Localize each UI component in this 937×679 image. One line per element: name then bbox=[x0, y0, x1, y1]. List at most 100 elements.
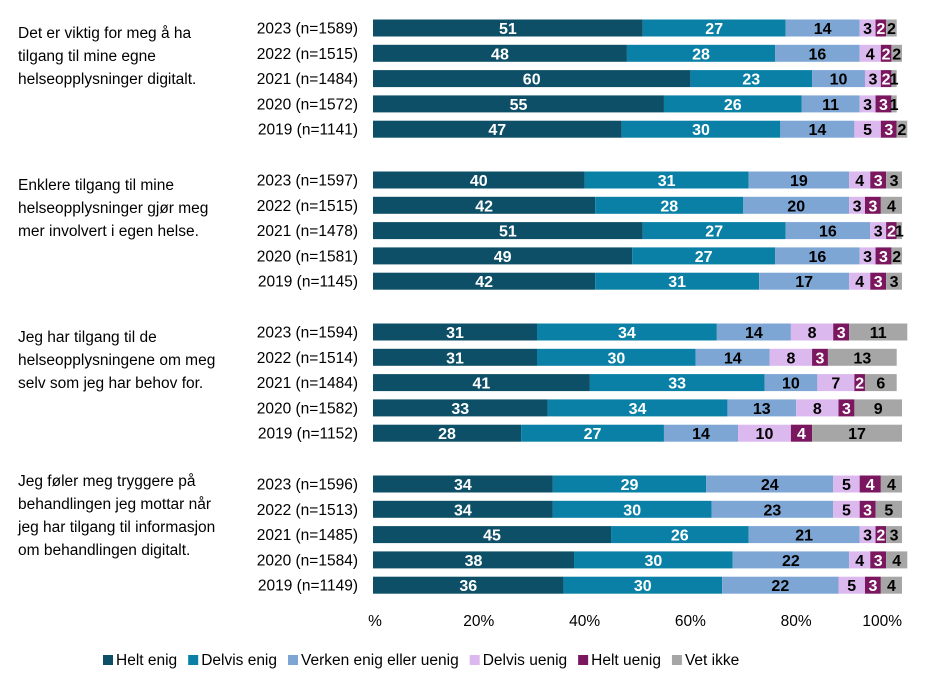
bar-segment bbox=[373, 551, 575, 569]
data-label: 4 bbox=[887, 477, 896, 494]
row-label: 2023 (n=1596) bbox=[257, 477, 358, 494]
row-label: 2019 (n=1141) bbox=[258, 122, 358, 139]
data-label: 28 bbox=[692, 46, 710, 63]
data-label: 34 bbox=[618, 325, 636, 342]
bar-segment bbox=[896, 120, 908, 138]
x-tick-label: 40% bbox=[569, 613, 600, 630]
data-label: 3 bbox=[879, 97, 888, 114]
bar-segment bbox=[663, 95, 802, 113]
bar-segment bbox=[695, 348, 770, 366]
data-label: 4 bbox=[887, 198, 896, 215]
bar-segment bbox=[859, 95, 876, 113]
data-label: 3 bbox=[874, 553, 883, 570]
bar-segment bbox=[880, 44, 892, 62]
bar-segment bbox=[595, 272, 760, 290]
bar-segment bbox=[880, 120, 897, 138]
data-label: 1 bbox=[890, 72, 899, 89]
data-label: 4 bbox=[855, 173, 864, 190]
legend-label: Delvis uenig bbox=[483, 652, 567, 669]
data-label: 29 bbox=[621, 477, 639, 494]
data-label: 45 bbox=[483, 528, 501, 545]
legend-label: Vet ikke bbox=[685, 652, 739, 669]
data-label: 21 bbox=[795, 528, 813, 545]
data-label: 55 bbox=[510, 97, 528, 114]
bar-segment bbox=[833, 475, 860, 493]
data-label: 30 bbox=[607, 350, 625, 367]
data-label: 11 bbox=[870, 325, 887, 342]
bar-segment bbox=[775, 44, 860, 62]
bar-segment bbox=[626, 44, 776, 62]
data-label: 33 bbox=[668, 376, 686, 393]
legend-swatch bbox=[103, 655, 113, 665]
data-label: 3 bbox=[863, 97, 872, 114]
bar-segment bbox=[880, 475, 902, 493]
data-label: 16 bbox=[808, 46, 826, 63]
data-label: 9 bbox=[874, 401, 883, 418]
data-label: 8 bbox=[813, 401, 822, 418]
data-label: 2 bbox=[898, 122, 907, 139]
data-label: 3 bbox=[884, 122, 893, 139]
bar-segment bbox=[373, 424, 522, 442]
data-label: 42 bbox=[475, 198, 493, 215]
data-label: 6 bbox=[876, 376, 885, 393]
data-label: 20 bbox=[787, 198, 805, 215]
data-label: 4 bbox=[887, 578, 896, 595]
bar-segment bbox=[632, 247, 776, 265]
data-label: 47 bbox=[488, 122, 506, 139]
bar-segment bbox=[849, 551, 871, 569]
bar-segment bbox=[775, 247, 860, 265]
data-label: 10 bbox=[830, 72, 848, 89]
bar-segment bbox=[833, 500, 860, 518]
bar-segment bbox=[891, 95, 897, 113]
data-label: 27 bbox=[695, 249, 713, 266]
data-label: 3 bbox=[863, 249, 872, 266]
bar-segment bbox=[796, 399, 839, 417]
row-label: 2022 (n=1515) bbox=[257, 46, 358, 63]
bar-segment bbox=[812, 348, 828, 366]
bar-segment bbox=[706, 475, 834, 493]
data-label: 3 bbox=[842, 401, 851, 418]
data-label: 16 bbox=[808, 249, 826, 266]
bar-segment bbox=[722, 576, 839, 594]
legend-swatch bbox=[288, 655, 298, 665]
bar-segment bbox=[859, 526, 876, 544]
bar-segment bbox=[875, 19, 887, 37]
data-label: 31 bbox=[658, 173, 676, 190]
bar-segment bbox=[849, 323, 908, 341]
bar-segment bbox=[801, 95, 860, 113]
bar-segment bbox=[891, 247, 902, 265]
data-label: 3 bbox=[863, 502, 872, 519]
bar-segment bbox=[711, 500, 834, 518]
data-label: 3 bbox=[863, 21, 872, 38]
data-label: 3 bbox=[874, 274, 883, 291]
bar-segment bbox=[859, 247, 876, 265]
bar-segment bbox=[373, 19, 643, 37]
bar-segment bbox=[373, 95, 664, 113]
data-label: 3 bbox=[874, 173, 883, 190]
row-label: 2023 (n=1589) bbox=[257, 21, 358, 38]
bar-segment bbox=[875, 95, 892, 113]
data-label: 30 bbox=[634, 578, 652, 595]
bar-segment bbox=[727, 399, 797, 417]
bar-segment bbox=[849, 272, 871, 290]
data-label: 51 bbox=[499, 224, 517, 241]
legend-label: Helt uenig bbox=[591, 652, 661, 669]
data-label: 31 bbox=[446, 350, 464, 367]
bar-segment bbox=[864, 576, 881, 594]
data-label: 4 bbox=[892, 553, 901, 570]
question-label: Jeg har tilgang til de helseopplysningen… bbox=[18, 329, 216, 392]
bar-segment bbox=[854, 120, 881, 138]
row-label: 2021 (n=1485) bbox=[257, 527, 358, 544]
bar-segment bbox=[880, 196, 902, 214]
data-label: 5 bbox=[863, 122, 872, 139]
bar-segment bbox=[780, 120, 855, 138]
data-label: 34 bbox=[629, 401, 647, 418]
data-label: 51 bbox=[499, 21, 517, 38]
bar-segment bbox=[827, 348, 897, 366]
bar-segment bbox=[536, 323, 717, 341]
data-label: 13 bbox=[753, 401, 771, 418]
bar-segment bbox=[886, 272, 902, 290]
row-label: 2019 (n=1152) bbox=[258, 426, 358, 443]
row-label: 2019 (n=1149) bbox=[258, 578, 358, 595]
